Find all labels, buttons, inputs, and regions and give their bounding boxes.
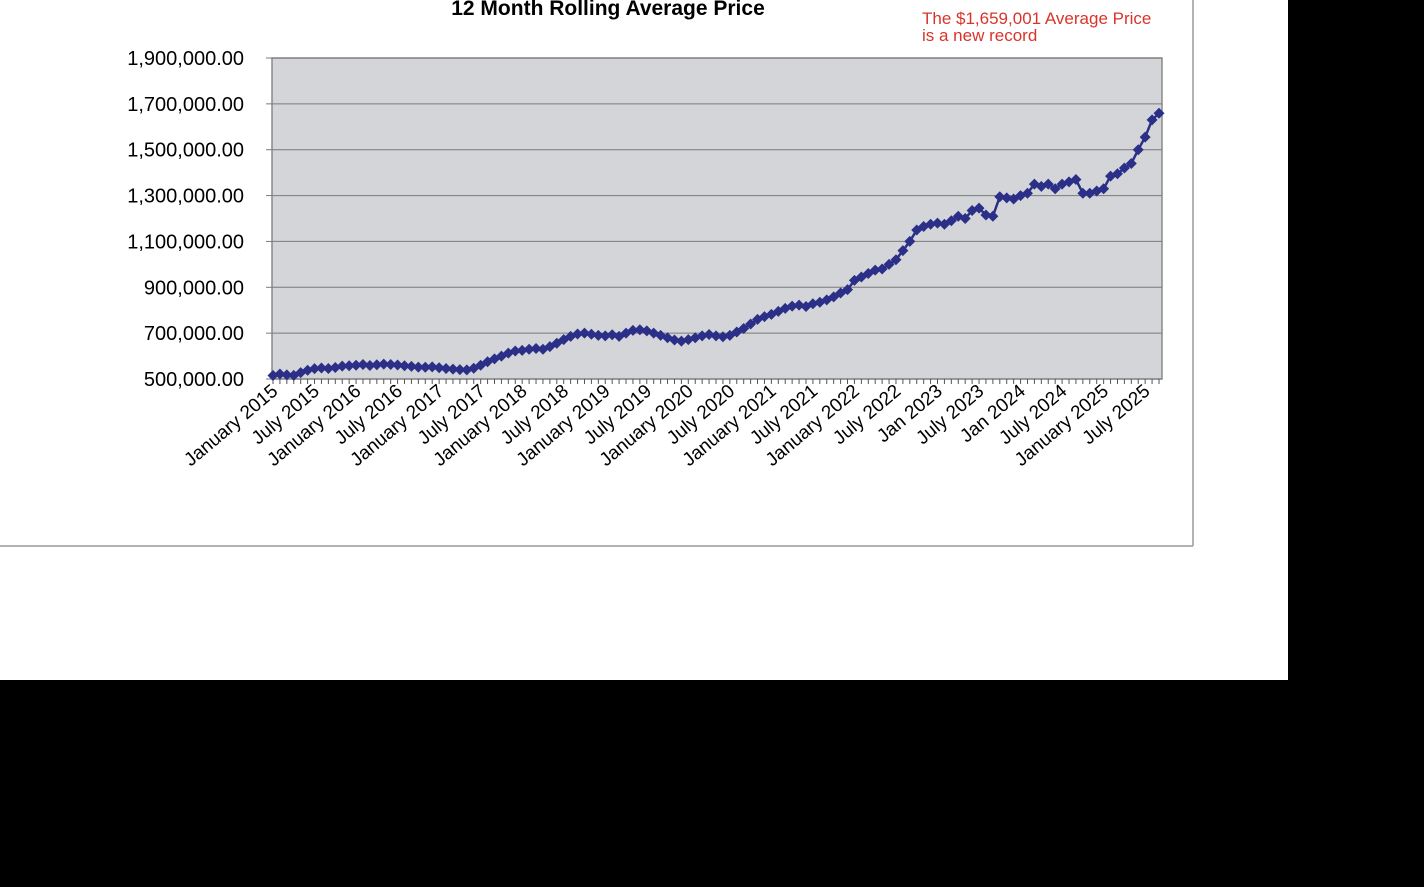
data-point (959, 213, 971, 224)
data-point (925, 218, 937, 230)
data-point (1132, 144, 1144, 156)
data-point (634, 324, 646, 336)
data-point (786, 300, 798, 312)
data-point (399, 360, 411, 372)
data-point (745, 318, 757, 330)
data-point (793, 299, 805, 311)
data-point (1077, 187, 1089, 199)
data-point (703, 329, 715, 341)
data-point (904, 235, 916, 247)
data-point (1042, 178, 1054, 190)
data-point (668, 334, 680, 346)
plot-area (271, 57, 1163, 380)
y-tick-label: 1,900,000.00 (127, 48, 244, 70)
data-point (890, 254, 902, 266)
data-point (1118, 162, 1130, 174)
data-point (392, 359, 404, 371)
data-point (274, 368, 286, 380)
data-point (994, 191, 1006, 203)
data-point (1098, 183, 1110, 195)
data-point (378, 358, 390, 370)
annotation: The $1,659,001 Average Price is a new re… (922, 9, 1152, 45)
data-point (1125, 157, 1137, 169)
data-point (509, 345, 521, 357)
data-point (842, 284, 854, 296)
data-point (281, 369, 293, 381)
data-point (987, 210, 999, 222)
data-point (572, 328, 584, 340)
data-point (357, 359, 369, 371)
data-point (627, 324, 639, 336)
data-point (343, 360, 355, 372)
data-point (350, 359, 362, 371)
data-point (419, 361, 431, 373)
data-point (336, 360, 348, 372)
data-point (1146, 114, 1158, 126)
data-point (585, 328, 597, 340)
data-point (364, 359, 376, 371)
data-point (710, 330, 722, 342)
y-tick-label: 1,300,000.00 (127, 186, 244, 208)
data-point (980, 209, 992, 221)
data-point (876, 263, 888, 275)
data-point (932, 217, 943, 229)
data-point (1111, 168, 1123, 180)
data-point (717, 331, 729, 343)
data-point (738, 323, 750, 335)
data-point (599, 330, 611, 342)
data-point (385, 359, 397, 371)
chart-title: 12 Month Rolling Average Price (451, 0, 765, 20)
data-point (440, 362, 452, 374)
y-tick-label: 500,000.00 (144, 369, 244, 391)
y-tick-label: 700,000.00 (144, 323, 244, 345)
data-point (523, 343, 535, 355)
data-point (433, 362, 445, 374)
data-point (426, 361, 438, 373)
data-point (1001, 192, 1013, 204)
data-point (869, 264, 881, 276)
data-point (973, 202, 985, 214)
data-point (530, 343, 542, 355)
y-tick-label: 1,500,000.00 (127, 140, 244, 162)
chart-card: 12 Month Rolling Average Price 500,000.0… (0, 0, 1288, 680)
data-point (329, 362, 341, 374)
data-point (592, 329, 604, 341)
data-point (516, 344, 528, 356)
data-point (1021, 187, 1033, 199)
data-point (371, 359, 383, 371)
y-tick-label: 1,700,000.00 (127, 94, 244, 116)
y-tick-label: 900,000.00 (144, 277, 244, 299)
data-point (1139, 131, 1151, 143)
data-point (1153, 107, 1165, 119)
data-point (1049, 183, 1061, 195)
data-point (578, 327, 590, 339)
data-point (309, 363, 321, 375)
data-point (447, 363, 459, 375)
y-tick-label: 1,100,000.00 (127, 231, 244, 253)
data-point (322, 362, 334, 374)
data-point (945, 215, 957, 227)
data-point (405, 360, 417, 372)
data-point (883, 258, 895, 270)
data-point (315, 362, 327, 374)
data-point (1070, 174, 1082, 186)
data-point (412, 361, 424, 373)
data-point (454, 364, 466, 376)
data-point (696, 330, 708, 342)
chart: 12 Month Rolling Average Price 500,000.0… (0, 0, 1194, 547)
data-point (897, 245, 909, 257)
